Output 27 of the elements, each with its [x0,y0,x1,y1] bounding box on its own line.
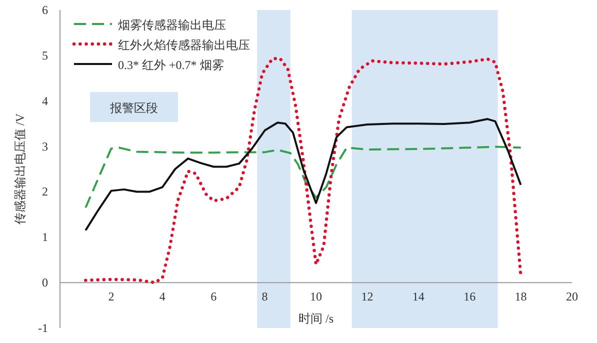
legend-label: 红外火焰传感器输出电压 [118,38,250,52]
y-tick-label: 0 [42,276,48,290]
y-tick-label: 2 [42,184,48,199]
y-tick-label: 6 [42,3,48,17]
y-axis-title: 传感器输出电压值 /V [13,113,27,224]
x-tick-label: 20 [566,290,578,304]
line-series [84,118,522,232]
x-tick-label: 2 [108,290,114,304]
line-series [84,146,522,209]
y-tick-label: 4 [42,94,48,108]
x-tick-label: 18 [514,290,527,304]
legend-label: 烟雾传感器输出电压 [118,18,226,32]
x-tick-label: 16 [464,290,476,304]
y-tick-label: -1 [38,321,48,335]
x-tick-label: 6 [210,290,217,304]
annotation: 报警区段 [109,101,158,115]
y-tick-label: 5 [42,48,48,62]
x-axis-title: 时间 /s [298,312,334,326]
x-tick-label: 12 [361,290,374,304]
y-tick-label: 3 [42,139,48,154]
x-tick-label: 10 [310,290,322,304]
y-tick-label: 1 [42,230,48,244]
x-tick-label: 14 [412,290,424,304]
x-tick-label: 4 [159,290,166,304]
line-series [84,57,522,284]
legend-label: 0.3* 红外 +0.7* 烟雾 [118,58,224,72]
x-tick-label: 8 [262,290,268,304]
